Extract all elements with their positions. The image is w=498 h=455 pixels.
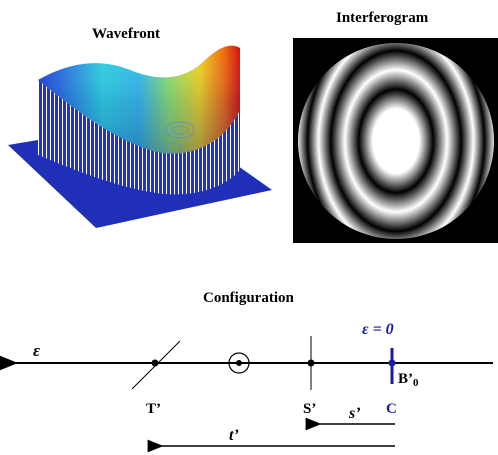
interferogram-title: Interferogram — [336, 10, 429, 26]
epsilon-zero-label: ε = 0 — [362, 321, 394, 338]
configuration-title: Configuration — [203, 290, 294, 306]
interferogram-fringes — [298, 43, 494, 239]
circle-of-least-confusion — [228, 352, 250, 374]
wavefront-surface-shading — [38, 45, 240, 154]
label-C: C — [386, 401, 397, 417]
circle-of-least-confusion-center — [236, 360, 242, 366]
label-B-prime-subscript: 0 — [413, 377, 419, 389]
label-S-prime: S’ — [303, 401, 316, 417]
label-s-prime: s’ — [348, 405, 361, 422]
configuration-diagram: ε ε = 0 T’ S’ C B’0 s’ t’ — [0, 321, 493, 453]
label-B-prime-text: B’ — [398, 371, 413, 387]
wavefront-contour-marks — [161, 121, 195, 154]
label-B-prime-0: B’0 — [398, 371, 419, 389]
label-T-prime: T’ — [146, 401, 161, 417]
tangential-focus-point — [151, 359, 159, 367]
wavefront-plot — [8, 45, 272, 228]
wavefront-side-wall — [38, 80, 240, 195]
interferogram-plot — [293, 38, 498, 243]
paraxial-focus-point — [388, 359, 396, 367]
wavefront-title: Wavefront — [92, 26, 161, 42]
axis-label-epsilon: ε — [33, 341, 40, 360]
sagittal-focus-point — [307, 359, 315, 367]
label-t-prime: t’ — [229, 427, 239, 444]
